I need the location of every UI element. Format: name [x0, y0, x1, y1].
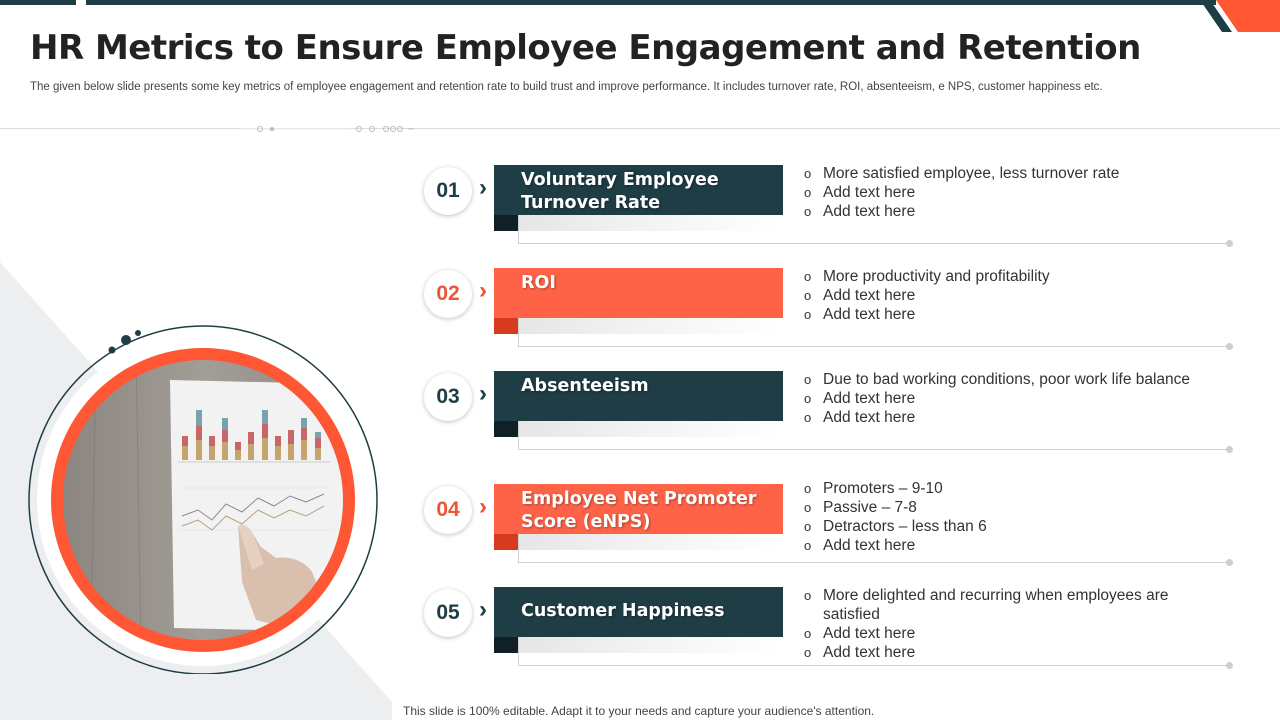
row-divider: [518, 243, 1230, 244]
metric-bullets: More satisfied employee, less turnover r…: [804, 164, 1119, 221]
metric-number: 01: [424, 167, 472, 215]
row-end-dot: [1226, 559, 1233, 566]
row-end-dot: [1226, 662, 1233, 669]
decorative-dots: [240, 126, 414, 132]
slide-subtitle: The given below slide presents some key …: [30, 81, 1103, 93]
chevron-right-icon: ›: [479, 493, 487, 520]
row-end-dot: [1226, 343, 1233, 350]
metric-bullets: More delighted and recurring when employ…: [804, 586, 1204, 662]
top-accent-bar: [0, 0, 1280, 6]
bullet-item: Add text here: [804, 408, 1190, 427]
metric-row-04: 04 › Employee Net Promoter Score (eNPS) …: [424, 479, 1244, 584]
bullet-item: Add text here: [804, 536, 987, 555]
chevron-right-icon: ›: [479, 596, 487, 623]
bullet-item: Promoters – 9-10: [804, 479, 987, 498]
row-divider: [518, 449, 1230, 450]
bullet-item: Add text here: [804, 389, 1190, 408]
metric-number: 03: [424, 373, 472, 421]
metric-bullets: More productivity and profitability Add …: [804, 267, 1050, 324]
metric-row-02: 02 › ROI More productivity and profitabi…: [424, 267, 1244, 368]
metric-label: Customer Happiness: [521, 601, 725, 621]
metric-bullets: Due to bad working conditions, poor work…: [804, 370, 1190, 427]
bullet-item: Passive – 7-8: [804, 498, 987, 517]
row-connector: [518, 421, 519, 449]
metric-label-banner: ROI: [494, 268, 783, 334]
chevron-right-icon: ›: [479, 380, 487, 407]
slide-title: HR Metrics to Ensure Employee Engagement…: [30, 28, 1141, 68]
bullet-item: Detractors – less than 6: [804, 517, 987, 536]
row-divider: [518, 562, 1230, 563]
row-divider: [518, 346, 1230, 347]
bullet-item: More satisfied employee, less turnover r…: [804, 164, 1119, 183]
metric-label: Absenteeism: [521, 376, 649, 396]
header-divider: [0, 128, 1280, 129]
bullet-item: More productivity and profitability: [804, 267, 1050, 286]
bullet-item: More delighted and recurring when employ…: [804, 586, 1204, 624]
metric-label-banner: Customer Happiness: [494, 587, 783, 653]
report-photo: [28, 325, 378, 674]
metric-label-banner: Voluntary Employee Turnover Rate: [494, 165, 783, 231]
top-bar-segment: [86, 0, 1216, 5]
metric-number: 05: [424, 589, 472, 637]
paper-bar-chart: [182, 410, 321, 460]
metric-label: Voluntary Employee Turnover Rate: [521, 170, 719, 213]
metric-label-banner: Absenteeism: [494, 371, 783, 437]
row-connector: [518, 215, 519, 243]
row-end-dot: [1226, 240, 1233, 247]
bullet-item: Due to bad working conditions, poor work…: [804, 370, 1190, 389]
metric-number: 04: [424, 486, 472, 534]
metric-row-03: 03 › Absenteeism Due to bad working cond…: [424, 370, 1244, 471]
metric-row-05: 05 › Customer Happiness More delighted a…: [424, 586, 1244, 687]
metric-row-01: 01 › Voluntary Employee Turnover Rate Mo…: [424, 164, 1244, 265]
slide-footer-note: This slide is 100% editable. Adapt it to…: [403, 704, 875, 718]
row-connector: [518, 637, 519, 665]
bullet-item: Add text here: [804, 643, 1204, 662]
metric-label: Employee Net Promoter Score (eNPS): [521, 489, 757, 532]
chevron-right-icon: ›: [479, 277, 487, 304]
bullet-item: Add text here: [804, 305, 1050, 324]
metric-bullets: Promoters – 9-10 Passive – 7-8 Detractor…: [804, 479, 987, 555]
row-divider: [518, 665, 1230, 666]
bullet-item: Add text here: [804, 286, 1050, 305]
corner-accent: [1200, 0, 1280, 32]
row-connector: [518, 534, 519, 562]
bullet-item: Add text here: [804, 183, 1119, 202]
bullet-item: Add text here: [804, 202, 1119, 221]
row-end-dot: [1226, 446, 1233, 453]
metric-label: ROI: [521, 273, 556, 293]
top-bar-segment: [0, 0, 76, 5]
bullet-item: Add text here: [804, 624, 1204, 643]
metric-label-banner: Employee Net Promoter Score (eNPS): [494, 484, 783, 550]
chevron-right-icon: ›: [479, 174, 487, 201]
row-connector: [518, 318, 519, 346]
metric-number: 02: [424, 270, 472, 318]
